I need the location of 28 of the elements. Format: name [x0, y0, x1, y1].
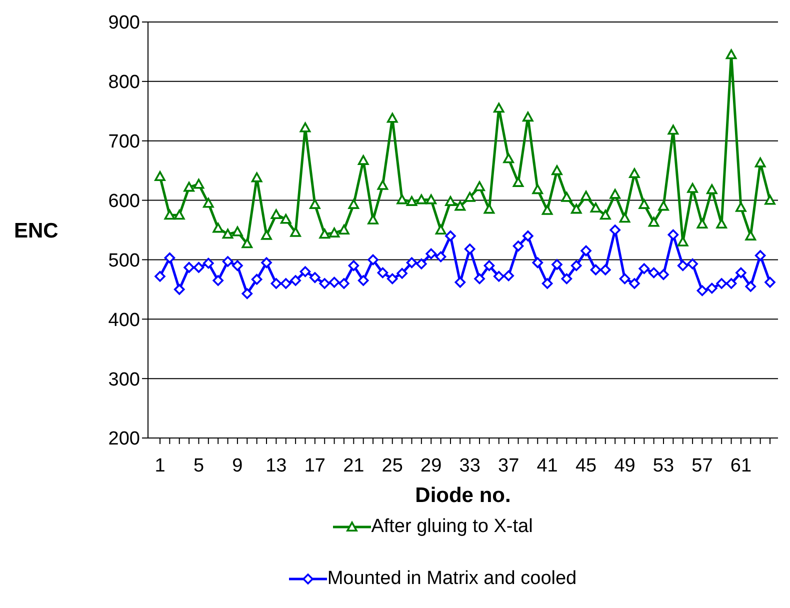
x-tick-label: 29 — [420, 455, 442, 476]
y-tick-label: 500 — [108, 250, 140, 272]
x-tick-label: 13 — [266, 455, 287, 476]
y-tick-label: 800 — [108, 72, 140, 94]
x-tick-label: 9 — [232, 455, 243, 476]
x-tick-label: 37 — [498, 455, 520, 476]
x-tick-label: 33 — [459, 455, 480, 476]
y-tick-label: 900 — [108, 12, 140, 34]
x-tick-label: 1 — [154, 455, 166, 476]
y-tick-label: 600 — [108, 191, 140, 212]
x-tick-label: 45 — [575, 455, 597, 476]
x-tick-label: 5 — [193, 455, 204, 476]
x-axis-title: Diode no. — [415, 484, 511, 507]
y-tick-label: 300 — [108, 369, 140, 390]
x-tick-label: 25 — [382, 455, 403, 476]
legend-label: After gluing to X-tal — [371, 516, 533, 538]
x-tick-label: 41 — [536, 455, 558, 476]
y-tick-label: 700 — [108, 132, 140, 153]
x-tick-label: 21 — [343, 455, 364, 476]
legend-label: Mounted in Matrix and cooled — [327, 568, 577, 590]
x-tick-label: 17 — [304, 455, 326, 476]
x-tick-label: 49 — [614, 455, 636, 476]
y-axis-title: ENC — [14, 219, 58, 242]
x-tick-label: 53 — [652, 455, 674, 476]
y-tick-label: 400 — [108, 310, 140, 331]
x-tick-label: 61 — [730, 455, 752, 476]
x-tick-label: 57 — [692, 455, 713, 476]
y-tick-label: 200 — [108, 428, 140, 450]
